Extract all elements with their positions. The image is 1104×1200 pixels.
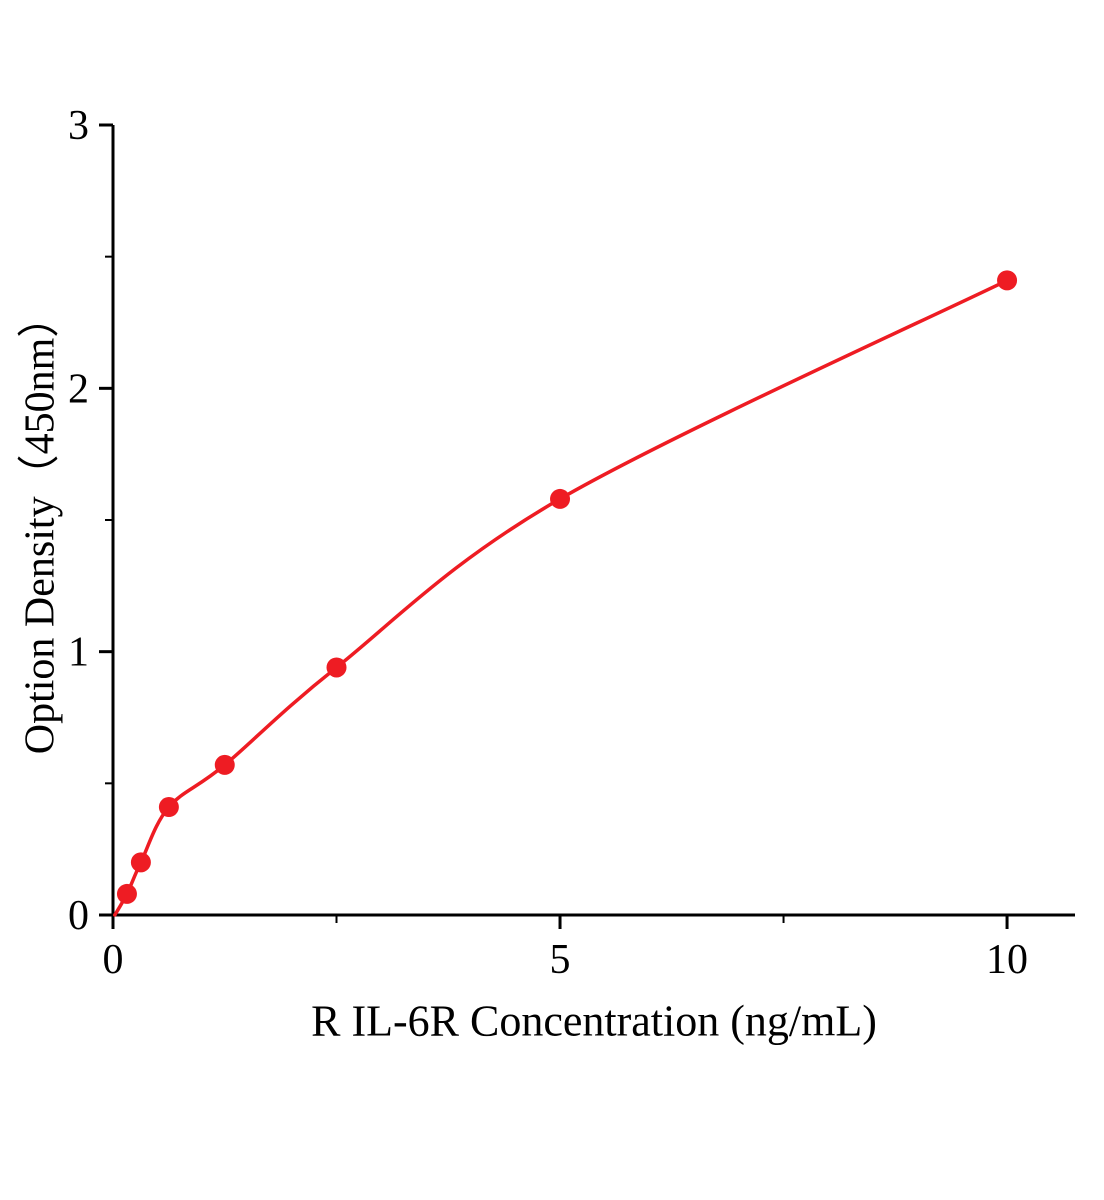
y-tick-label: 0 xyxy=(68,893,89,939)
fit-curve xyxy=(113,278,1009,917)
x-tick-label: 5 xyxy=(550,937,571,983)
x-axis-title: R IL-6R Concentration (ng/mL) xyxy=(311,996,877,1046)
y-tick-label: 1 xyxy=(68,630,89,676)
data-point xyxy=(116,883,137,904)
x-tick-label: 0 xyxy=(103,937,124,983)
x-tick-label: 10 xyxy=(986,937,1028,983)
data-point xyxy=(130,852,151,873)
data-point xyxy=(158,797,179,818)
y-tick-label: 2 xyxy=(68,366,89,412)
y-tick-label: 3 xyxy=(68,103,89,149)
y-axis-title: Option Density（450nm） xyxy=(17,295,64,755)
data-point xyxy=(214,754,235,775)
data-point xyxy=(997,270,1018,291)
data-point xyxy=(326,657,347,678)
data-point xyxy=(550,488,571,509)
